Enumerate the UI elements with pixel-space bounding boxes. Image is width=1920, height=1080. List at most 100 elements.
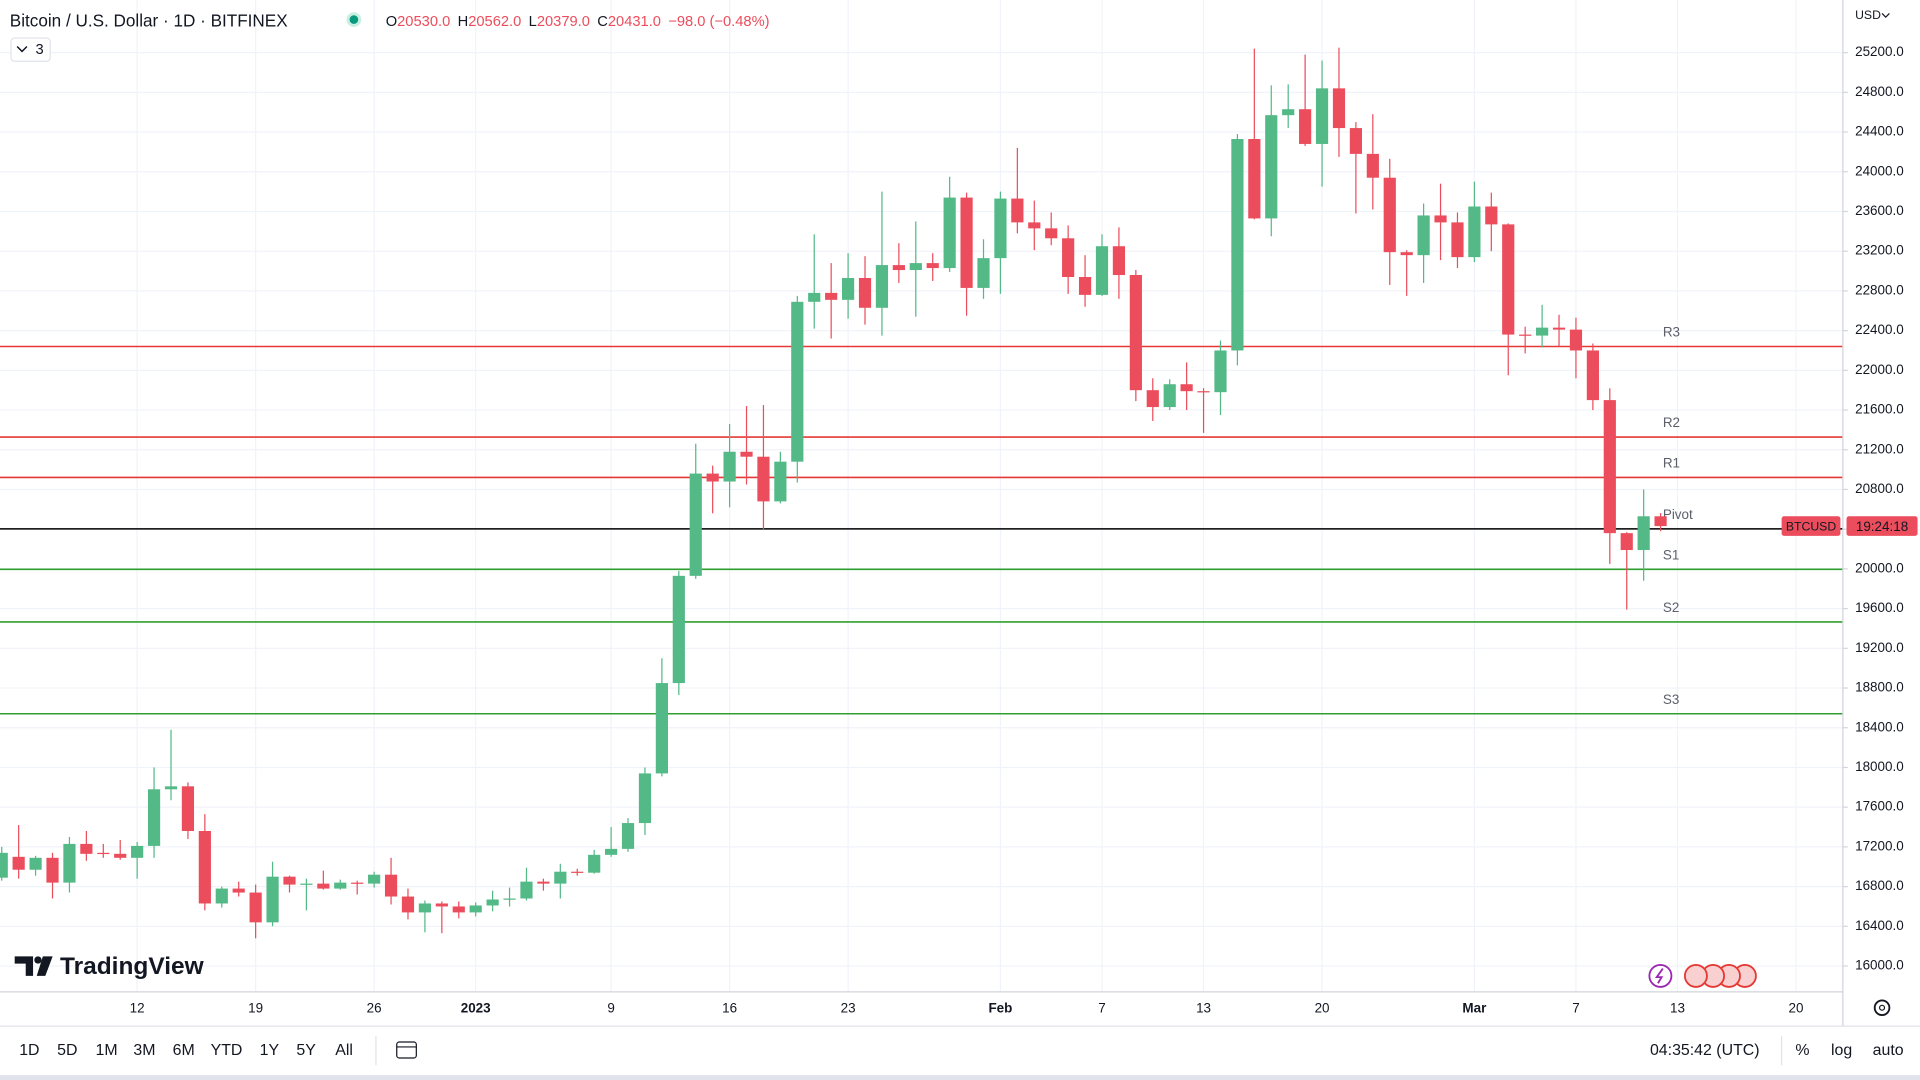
logo-mark [36, 956, 53, 976]
x-tick-label: 20 [1789, 1001, 1804, 1016]
candle-body [1011, 198, 1024, 223]
candle-body [875, 265, 889, 308]
candle-body [588, 854, 601, 873]
ohlc-value: 20379.0 [537, 14, 590, 30]
x-tick-label: 16 [722, 1001, 737, 1016]
candle-body [1637, 516, 1650, 551]
range-button[interactable]: 1M [95, 1042, 117, 1059]
y-tick-label: 17200.0 [1855, 838, 1904, 853]
indicators-toggle[interactable]: 3 [10, 37, 51, 62]
candle-body [1282, 109, 1295, 116]
settings-icon[interactable] [1873, 999, 1891, 1017]
candle-body [1620, 533, 1633, 551]
range-button[interactable]: YTD [211, 1042, 243, 1059]
candle-body [1197, 391, 1210, 393]
date-range-button[interactable] [396, 1041, 417, 1059]
level-label: Pivot [1663, 507, 1693, 522]
candle-body [1417, 215, 1430, 256]
calendar-icon[interactable] [396, 1041, 417, 1059]
event-icon-glyph [1654, 968, 1664, 984]
ohlc-value: 20562.0 [468, 14, 521, 30]
candle-body [808, 292, 821, 302]
candle-body [1146, 390, 1159, 408]
ohlc-value: 20431.0 [608, 14, 661, 30]
y-tick-label: 19200.0 [1855, 640, 1904, 655]
candle-body [469, 905, 482, 913]
candle-body [249, 892, 262, 923]
x-tick-label: 2023 [461, 1001, 491, 1016]
x-tick-label: 13 [1196, 1001, 1211, 1016]
candle-body [147, 789, 161, 846]
range-button[interactable]: 5D [57, 1042, 77, 1059]
candle-body [621, 823, 635, 849]
event-icon[interactable] [1683, 963, 1708, 988]
candle-body [926, 263, 939, 269]
ohlc-value: 20530.0 [397, 14, 450, 30]
candle-body [1502, 224, 1515, 335]
range-button[interactable]: 5Y [296, 1042, 316, 1059]
x-tick-label: Mar [1462, 1001, 1487, 1016]
candle-body [520, 881, 533, 899]
y-tick-label: 22800.0 [1855, 282, 1904, 297]
candle-body [723, 451, 736, 482]
candle-body [435, 903, 448, 907]
x-tick-label: Feb [988, 1001, 1012, 1016]
logo-mark [34, 956, 42, 964]
candle-body [892, 265, 905, 271]
range-button[interactable]: 1D [19, 1042, 39, 1059]
scale-option[interactable]: % [1795, 1042, 1809, 1059]
currency-label[interactable]: USD [1855, 8, 1881, 22]
candle-body [63, 843, 76, 883]
candle-body [401, 896, 415, 913]
range-button[interactable]: All [335, 1042, 353, 1059]
y-tick-label: 16800.0 [1855, 878, 1904, 893]
x-tick-label: 9 [607, 1001, 614, 1016]
settings-icon-core [1878, 1004, 1886, 1011]
countdown-tag: 19:24:18 [1856, 519, 1908, 534]
candle-body [1586, 350, 1599, 401]
scale-option[interactable]: auto [1873, 1042, 1904, 1059]
logo: TradingView [14, 953, 205, 980]
candle-body [1045, 228, 1058, 239]
candle-body [689, 473, 702, 576]
y-tick-label: 18000.0 [1855, 759, 1904, 774]
candle-body [571, 871, 584, 873]
chevron-icon [16, 46, 28, 53]
candle-body [1451, 222, 1464, 258]
level-label: R1 [1663, 456, 1680, 471]
y-tick-label: 21600.0 [1855, 402, 1904, 417]
level-label: R2 [1663, 415, 1680, 430]
candle-body [1400, 252, 1413, 256]
candle-body [1434, 215, 1447, 223]
ohlc-key: C [597, 14, 608, 30]
change-value: −98.0 (−0.48%) [668, 14, 769, 30]
y-tick-label: 24000.0 [1855, 163, 1904, 178]
candle-body [1654, 516, 1667, 527]
candle-body [215, 888, 228, 904]
range-button[interactable]: 3M [133, 1042, 155, 1059]
candle-body [841, 277, 855, 300]
x-tick-label: 20 [1315, 1001, 1330, 1016]
y-tick-label: 19600.0 [1855, 600, 1904, 615]
clock[interactable]: 04:35:42 (UTC) [1650, 1042, 1760, 1059]
level-label: S3 [1663, 692, 1679, 707]
last-price-tag: BTCUSD 19:24:18 [1781, 516, 1918, 536]
event-icon[interactable] [1648, 963, 1673, 988]
range-button[interactable]: 1Y [260, 1042, 280, 1059]
y-tick-label: 24400.0 [1855, 124, 1904, 139]
y-tick-label: 25200.0 [1855, 44, 1904, 59]
candle-body [300, 883, 313, 885]
candle-body [960, 197, 973, 288]
candle-body [791, 301, 804, 462]
x-tick-label: 12 [130, 1001, 145, 1016]
indicators-box[interactable] [10, 37, 51, 62]
candle-body [29, 857, 42, 870]
candle-body [1112, 246, 1126, 276]
level-label: S2 [1663, 600, 1679, 615]
x-tick-label: 23 [841, 1001, 856, 1016]
candle-body [283, 876, 296, 885]
candle-body [1248, 138, 1261, 219]
range-button[interactable]: 6M [173, 1042, 195, 1059]
scale-option[interactable]: log [1831, 1042, 1852, 1059]
